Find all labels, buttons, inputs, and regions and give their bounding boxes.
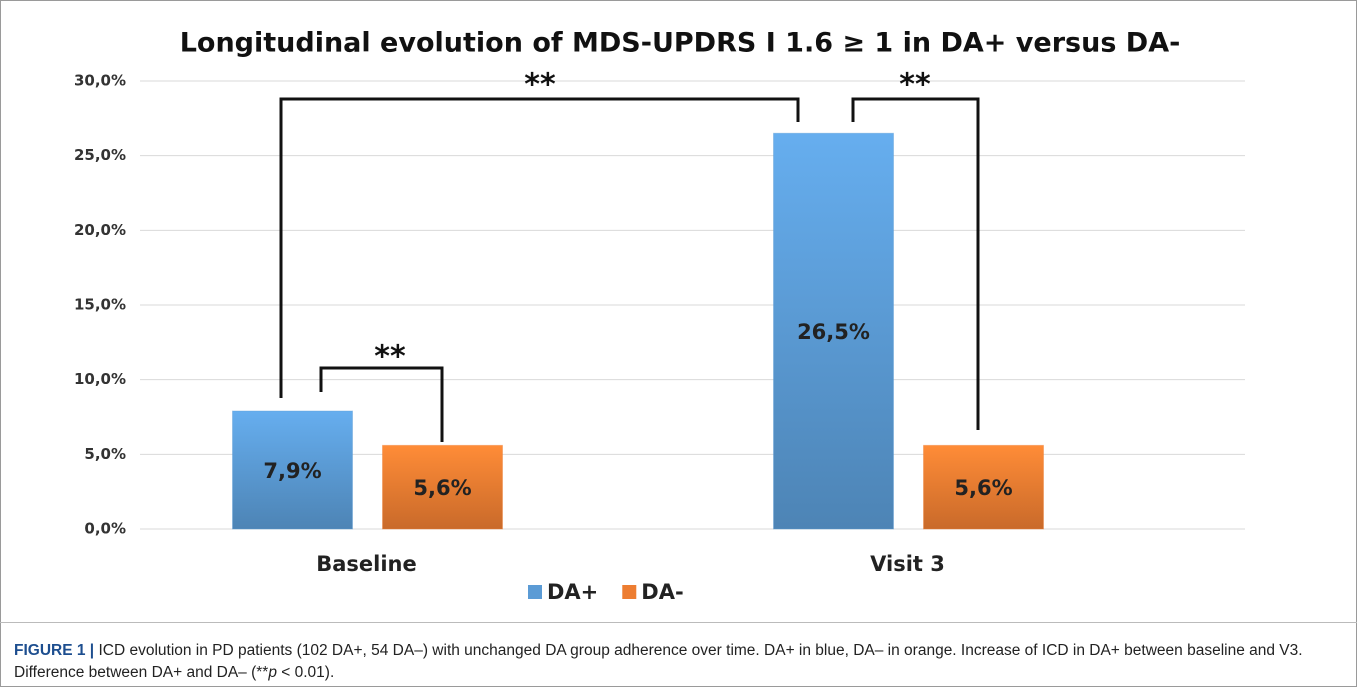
bar [773,132,894,530]
x-tick-label: Visit 3 [870,552,945,576]
caption-text: ICD evolution in PD patients (102 DA+, 5… [14,642,1303,681]
caption-rule [0,622,1357,623]
caption-label: FIGURE 1 | [14,642,95,659]
legend-label: DA+ [547,580,598,604]
y-tick-label: 5,0% [84,445,126,463]
bar [382,444,503,530]
y-tick-label: 15,0% [74,296,126,314]
y-tick-label: 0,0% [84,520,126,538]
caption-tail: < 0.01). [276,664,335,681]
legend-label: DA- [641,580,683,604]
value-label: 5,6% [954,476,1012,500]
value-label: 5,6% [413,476,471,500]
caption-italic: p [268,664,277,681]
value-label: 26,5% [797,320,870,344]
legend-swatch [528,585,542,599]
annotation: ** [899,68,931,103]
y-tick-label: 10,0% [74,370,126,388]
significance-brackets [279,97,980,442]
y-tick-label: 25,0% [74,146,126,164]
bar [923,444,1044,530]
caption: FIGURE 1 | ICD evolution in PD patients … [14,640,1334,684]
value-label: 7,9% [263,459,321,483]
chart: Longitudinal evolution of MDS-UPDRS I 1.… [74,28,1245,604]
bar [232,410,353,530]
y-tick-label: 30,0% [74,72,126,90]
bracket [319,366,444,442]
x-tick-label: Baseline [316,552,417,576]
annotation: ** [374,340,406,375]
annotation: ** [524,68,556,103]
chart-title: Longitudinal evolution of MDS-UPDRS I 1.… [180,28,1181,59]
y-tick-label: 20,0% [74,221,126,239]
bracket [279,97,800,398]
bracket [851,97,980,430]
legend-swatch [622,585,637,599]
